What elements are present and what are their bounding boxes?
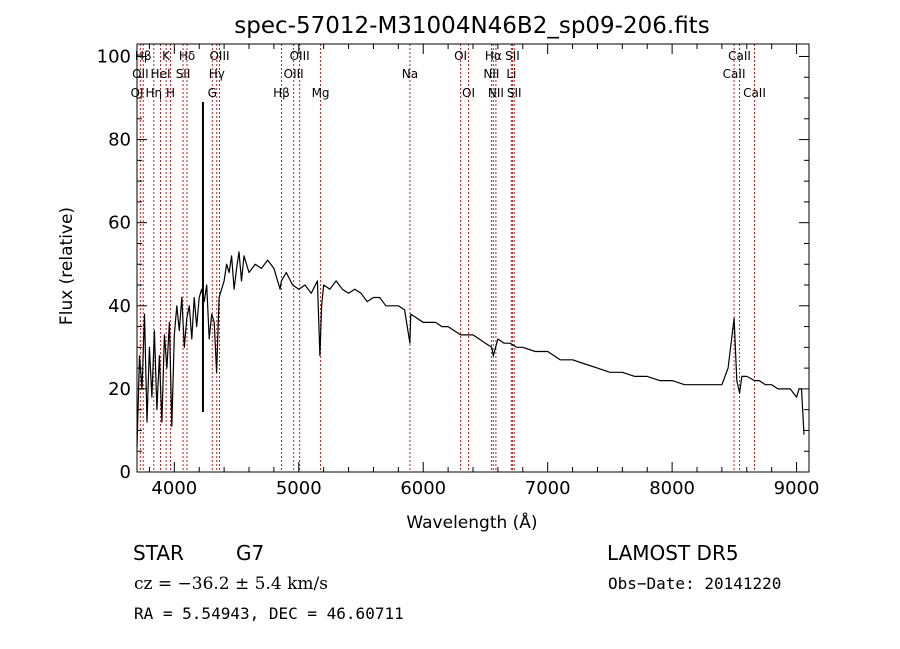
y-axis-label: Flux (relative) <box>57 207 77 325</box>
survey-name: LAMOST DR5 <box>607 541 739 565</box>
spectral-line-markers <box>136 44 755 472</box>
spectral-line-label: SII <box>507 86 522 100</box>
x-tick-label: 8000 <box>649 478 695 499</box>
spectrum-series-line <box>136 251 805 448</box>
observation-date: Obs−Date: 20141220 <box>608 574 782 593</box>
spectral-line-label: OII <box>132 67 149 81</box>
spectral-line-label: OI <box>462 86 475 100</box>
y-axis-ticks: 0 20 40 60 80 100 <box>97 46 809 483</box>
spectral-line-label: CaII <box>723 67 746 81</box>
spectral-line-label: OIII <box>290 49 310 63</box>
spectral-line-label: K <box>162 49 171 63</box>
spectral-line-label: OIII <box>284 67 304 81</box>
x-tick-label: 4000 <box>151 478 197 499</box>
spectral-line-label: OI <box>454 49 467 63</box>
spectral-line-label: CaII <box>728 49 751 63</box>
y-tick-label: 60 <box>108 213 131 234</box>
spectral-line-label: Hγ <box>209 67 225 81</box>
x-axis-label: Wavelength (Å) <box>406 511 537 533</box>
spectral-line-label: Mg <box>312 86 330 100</box>
y-tick-label: 100 <box>97 46 131 67</box>
x-tick-label: 7000 <box>525 478 571 499</box>
x-axis-ticks: 4000 5000 6000 7000 8000 9000 <box>148 44 820 499</box>
redshift-cz: cz = −36.2 ± 5.4 km/s <box>134 574 328 594</box>
y-tick-label: 40 <box>108 296 131 317</box>
spectral-line-label: Hβ <box>273 86 290 100</box>
x-tick-label: 5000 <box>276 478 322 499</box>
spectral-line-label: Hδ <box>179 49 195 63</box>
spectral-line-label: H <box>166 86 175 100</box>
x-tick-label: 9000 <box>774 478 820 499</box>
object-class: STAR <box>133 541 184 565</box>
spectral-line-label: OIII <box>209 49 229 63</box>
y-tick-label: 80 <box>108 130 131 151</box>
spectral-line-label: HeI <box>151 67 171 81</box>
y-tick-label: 0 <box>120 462 131 483</box>
spectral-line-label: Li <box>506 67 516 81</box>
spectral-line-label: NII <box>488 86 504 100</box>
spectral-line-label: SII <box>505 49 520 63</box>
spectral-line-label: Hη <box>145 86 162 100</box>
x-tick-label: 6000 <box>400 478 446 499</box>
spectral-line-label: G <box>208 86 217 100</box>
object-subclass: G7 <box>236 541 265 565</box>
spectral-line-label: Hα <box>485 49 502 63</box>
spectral-line-label: NII <box>483 67 499 81</box>
spectral-line-label: CaII <box>743 86 766 100</box>
spectral-line-label: Na <box>402 67 418 81</box>
spectral-line-label: SII <box>176 67 191 81</box>
chart-title: spec-57012-M31004N46B2_sp09-206.fits <box>234 13 709 39</box>
coordinates: RA = 5.54943, DEC = 46.60711 <box>134 604 404 623</box>
y-tick-label: 20 <box>108 379 131 400</box>
